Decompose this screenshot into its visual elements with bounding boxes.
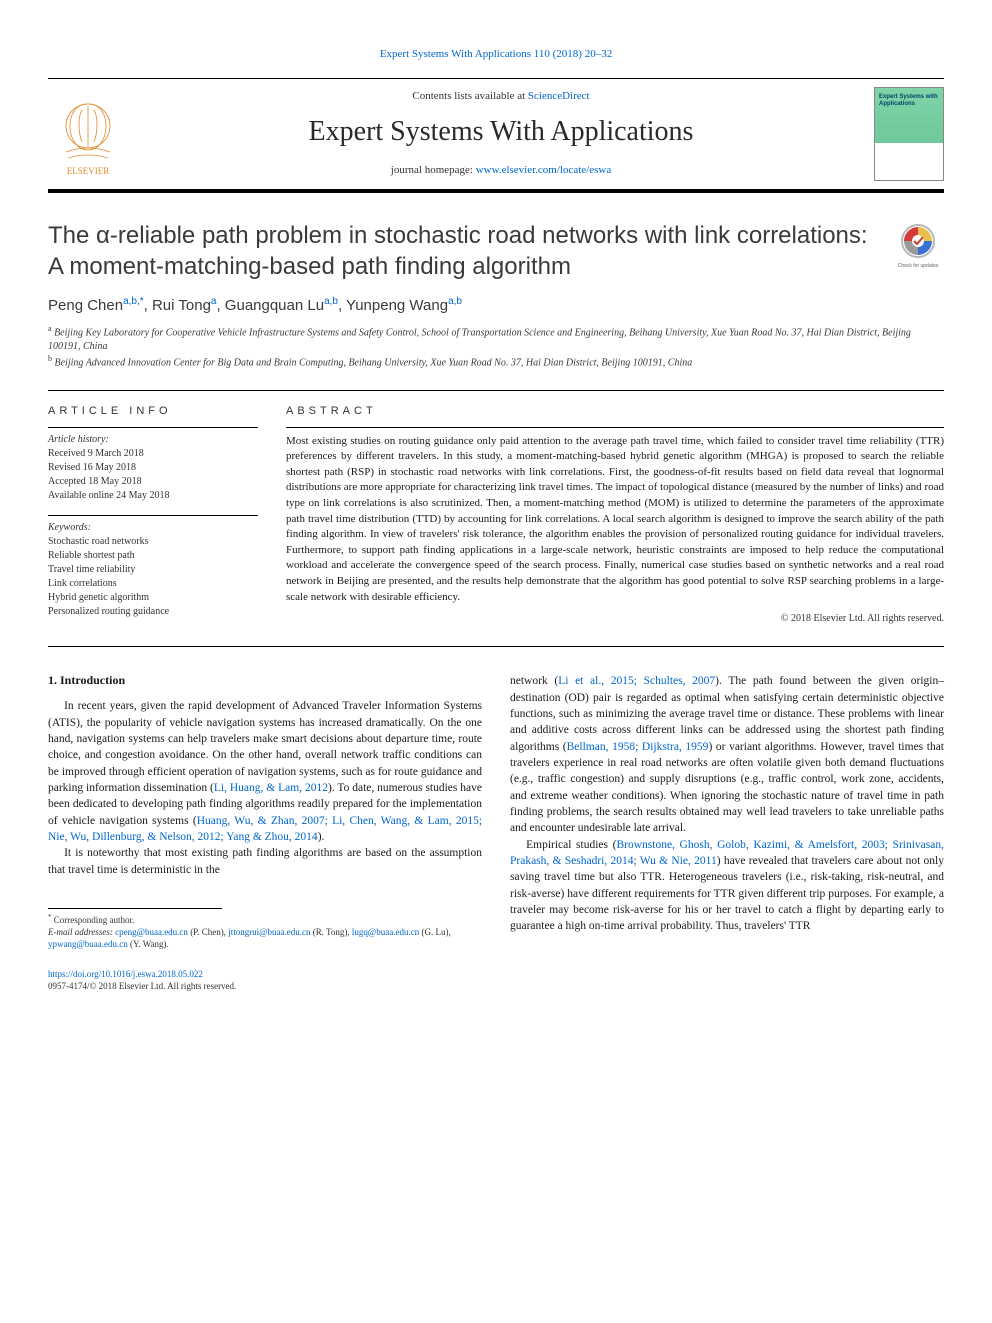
history-item: Revised 16 May 2018 (48, 461, 258, 475)
keyword-item: Personalized routing guidance (48, 605, 258, 619)
homepage-prefix: journal homepage: (391, 164, 476, 176)
homepage-line: journal homepage: www.elsevier.com/locat… (144, 164, 858, 176)
footer-block: https://doi.org/10.1016/j.eswa.2018.05.0… (48, 968, 482, 992)
elsevier-logo: ELSEVIER (48, 79, 136, 189)
footnote-corresponding: * Corresponding author. (48, 913, 482, 926)
email-link[interactable]: cpeng@buaa.edu.cn (115, 927, 188, 937)
journal-cover: Expert Systems with Applications (866, 79, 944, 189)
citation-link[interactable]: Huang, Wu, & Zhan, 2007; Li, Chen, Wang,… (48, 815, 482, 843)
affiliations: a Beijing Key Laboratory for Cooperative… (48, 324, 944, 369)
body-paragraph: Empirical studies (Brownstone, Ghosh, Go… (510, 837, 944, 935)
body-paragraph: network (Li et al., 2015; Schultes, 2007… (510, 673, 944, 836)
affiliation-item: b Beijing Advanced Innovation Center for… (48, 354, 944, 370)
footnote-divider (48, 908, 222, 909)
body-paragraph: In recent years, given the rapid develop… (48, 698, 482, 845)
crossmark-badge[interactable]: Check for updates (892, 221, 944, 273)
corresponding-text: Corresponding author. (54, 915, 135, 925)
keywords-block: Keywords: Stochastic road networksReliab… (48, 522, 258, 619)
body-column-left: 1. Introduction In recent years, given t… (48, 673, 482, 992)
history-label: Article history: (48, 434, 258, 445)
keywords-label: Keywords: (48, 522, 258, 533)
header-center: Contents lists available at ScienceDirec… (136, 79, 866, 189)
svg-text:Check for updates: Check for updates (898, 263, 939, 269)
keyword-item: Link correlations (48, 577, 258, 591)
affiliation-item: a Beijing Key Laboratory for Cooperative… (48, 324, 944, 353)
footnote-emails: E-mail addresses: cpeng@buaa.edu.cn (P. … (48, 926, 482, 950)
keyword-item: Stochastic road networks (48, 535, 258, 549)
sciencedirect-link[interactable]: ScienceDirect (528, 90, 590, 102)
contents-prefix: Contents lists available at (412, 90, 527, 102)
abstract-heading: ABSTRACT (286, 405, 944, 417)
history-item: Accepted 18 May 2018 (48, 475, 258, 489)
abstract-column: ABSTRACT Most existing studies on routin… (286, 405, 944, 625)
history-item: Available online 24 May 2018 (48, 489, 258, 503)
keyword-item: Reliable shortest path (48, 549, 258, 563)
email-link[interactable]: ypwang@buaa.edu.cn (48, 939, 128, 949)
issn-line: 0957-4174/© 2018 Elsevier Ltd. All right… (48, 981, 236, 991)
email-link[interactable]: lugq@buaa.edu.cn (352, 927, 419, 937)
abstract-text: Most existing studies on routing guidanc… (286, 434, 944, 606)
doi-link[interactable]: https://doi.org/10.1016/j.eswa.2018.05.0… (48, 969, 203, 979)
journal-header: ELSEVIER Contents lists available at Sci… (48, 78, 944, 193)
body-columns: 1. Introduction In recent years, given t… (48, 673, 944, 992)
article-info-heading: ARTICLE INFO (48, 405, 258, 417)
citation-link[interactable]: Bellman, 1958; Dijkstra, 1959 (567, 741, 709, 753)
divider (286, 427, 944, 428)
journal-cover-image: Expert Systems with Applications (874, 87, 944, 181)
contents-line: Contents lists available at ScienceDirec… (144, 90, 858, 102)
divider (48, 390, 944, 391)
citation-link[interactable]: Brownstone, Ghosh, Golob, Kazimi, & Amel… (510, 839, 944, 867)
citation-link[interactable]: Li et al., 2015; Schultes, 2007 (558, 675, 715, 687)
citation-line: Expert Systems With Applications 110 (20… (48, 48, 944, 60)
journal-name: Expert Systems With Applications (144, 116, 858, 148)
keyword-item: Hybrid genetic algorithm (48, 591, 258, 605)
citation-link[interactable]: Li, Huang, & Lam, 2012 (214, 782, 328, 794)
email-link[interactable]: jttongrui@buaa.edu.cn (228, 927, 310, 937)
section-heading: 1. Introduction (48, 673, 482, 688)
history-item: Received 9 March 2018 (48, 447, 258, 461)
journal-cover-text: Expert Systems with Applications (879, 94, 943, 107)
article-info-column: ARTICLE INFO Article history: Received 9… (48, 405, 258, 625)
divider (48, 515, 258, 516)
divider (48, 427, 258, 428)
article-title: The α-reliable path problem in stochasti… (48, 221, 874, 282)
svg-text:ELSEVIER: ELSEVIER (67, 166, 110, 176)
authors-line: Peng Chena,b,*, Rui Tonga, Guangquan Lua… (48, 296, 944, 314)
article-history: Article history: Received 9 March 2018Re… (48, 434, 258, 503)
body-column-right: network (Li et al., 2015; Schultes, 2007… (510, 673, 944, 992)
keyword-item: Travel time reliability (48, 563, 258, 577)
body-paragraph: It is noteworthy that most existing path… (48, 845, 482, 878)
divider (48, 646, 944, 647)
abstract-copyright: © 2018 Elsevier Ltd. All rights reserved… (286, 613, 944, 624)
homepage-link[interactable]: www.elsevier.com/locate/eswa (476, 164, 612, 176)
